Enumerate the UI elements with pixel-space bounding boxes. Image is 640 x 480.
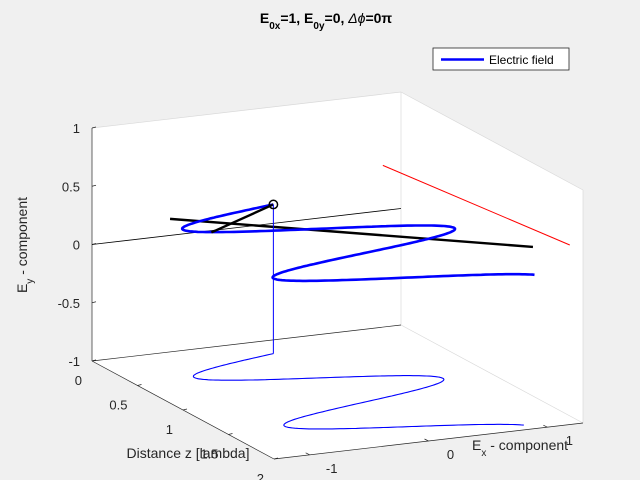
x-tick-label: 1 (566, 433, 573, 448)
y-tick (91, 301, 97, 304)
y-tick-label: -0.5 (58, 296, 80, 311)
z-tick (182, 408, 188, 411)
legend[interactable]: Electric field (432, 47, 570, 71)
x-tick-label: -1 (326, 461, 338, 476)
tick-labels: -1 -0.5 0 0.5 1 0 0.5 1 1.5 2 -1 0 1 (58, 121, 573, 480)
y-tick-label: -1 (68, 354, 80, 369)
current-field-vector (210, 203, 274, 234)
y-tick-label: 0 (73, 238, 80, 253)
y-tick-label: 1 (73, 121, 80, 136)
axes-background (92, 92, 583, 459)
electric-field-curve (180, 203, 535, 283)
wall-zero-line (91, 208, 402, 245)
z-tick (137, 384, 142, 386)
current-point-marker (268, 199, 279, 210)
z-tick (273, 457, 279, 460)
chart-title: E0x=1, E0y=0, Δϕ=0π (260, 10, 393, 32)
legend-entry-label: Electric field (489, 53, 554, 67)
y-tick-label: 0.5 (62, 179, 80, 194)
z-axis-label: Distance z [lambda] (127, 445, 250, 461)
z-tick (91, 359, 97, 362)
x-tick-label: 0 (447, 447, 454, 462)
z-tick-label: 0.5 (109, 398, 127, 413)
x-tick (543, 424, 548, 428)
box-back-edge (91, 91, 402, 129)
x-axis-label: Ex - component (472, 437, 568, 459)
y-tick (91, 126, 97, 129)
box-back-edge (400, 91, 584, 191)
x-tick (305, 452, 310, 456)
y-tick (91, 184, 97, 187)
propagation-axis (382, 164, 570, 246)
z-tick-label: 0 (75, 373, 82, 388)
field-projection-curve (192, 353, 524, 430)
z-tick-label: 1.5 (200, 447, 218, 462)
plot-marks (91, 164, 570, 430)
y-axis-label: Ey - component (14, 197, 36, 293)
axis-edge (91, 324, 402, 362)
z-tick-label: 2 (257, 471, 264, 480)
z-tick-label: 1 (166, 422, 173, 437)
back-pane (401, 92, 583, 423)
box-back-edge (400, 324, 584, 424)
x-tick (424, 438, 429, 442)
z-tick (228, 433, 233, 435)
legend-box (432, 47, 570, 71)
